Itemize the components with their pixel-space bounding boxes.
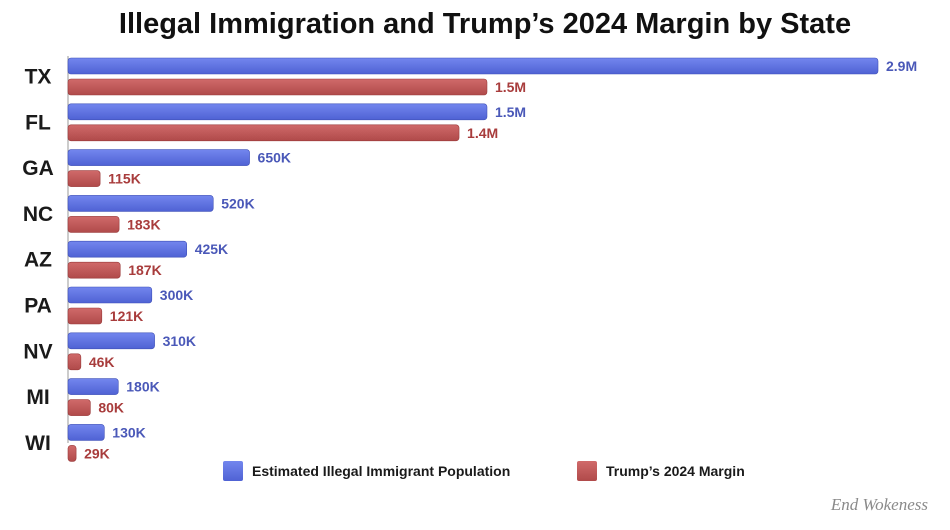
value-label-immigrant-ga: 650K bbox=[258, 150, 291, 166]
value-label-immigrant-tx: 2.9M bbox=[886, 58, 917, 74]
state-label-tx: TX bbox=[25, 66, 52, 89]
legend-swatch-margin bbox=[577, 461, 597, 481]
value-label-margin-nv: 46K bbox=[89, 354, 115, 370]
value-label-margin-ga: 115K bbox=[108, 171, 141, 187]
legend-swatch-immigrant bbox=[223, 461, 243, 481]
state-label-az: AZ bbox=[24, 249, 52, 272]
watermark: End Wokeness bbox=[830, 495, 928, 514]
legend: Estimated Illegal Immigrant Population Tr… bbox=[223, 461, 745, 481]
state-label-nc: NC bbox=[23, 203, 53, 226]
state-label-wi: WI bbox=[25, 432, 51, 455]
value-label-immigrant-nv: 310K bbox=[163, 333, 196, 349]
state-label-pa: PA bbox=[24, 295, 52, 318]
state-label-mi: MI bbox=[26, 386, 49, 409]
bar-margin-az bbox=[67, 261, 121, 279]
bar-margin-wi bbox=[67, 445, 77, 462]
bars-group: TX 2.9M 1.5M FL 1.5M 1.4M GA 650K 115K NC 520K 183K… bbox=[22, 57, 917, 462]
bar-margin-pa bbox=[67, 307, 103, 325]
value-label-margin-fl: 1.4M bbox=[467, 125, 498, 141]
chart-title: Illegal Immigration and Trump’s 2024 Mar… bbox=[119, 8, 851, 40]
bar-margin-fl bbox=[67, 124, 460, 142]
bar-margin-nc bbox=[67, 216, 120, 233]
state-label-nv: NV bbox=[23, 340, 52, 363]
bar-immigrant-pa bbox=[67, 286, 153, 304]
bar-immigrant-fl bbox=[67, 103, 488, 121]
value-label-immigrant-fl: 1.5M bbox=[495, 104, 526, 120]
legend-label-immigrant: Estimated Illegal Immigrant Population bbox=[252, 463, 510, 479]
bar-margin-mi bbox=[67, 399, 91, 416]
value-label-margin-pa: 121K bbox=[110, 308, 143, 324]
value-label-margin-mi: 80K bbox=[98, 400, 124, 416]
legend-label-margin: Trump’s 2024 Margin bbox=[606, 463, 745, 479]
bar-immigrant-tx bbox=[67, 57, 879, 75]
bar-immigrant-mi bbox=[67, 378, 119, 395]
value-label-immigrant-pa: 300K bbox=[160, 287, 193, 303]
bar-margin-ga bbox=[67, 170, 101, 187]
bar-immigrant-nv bbox=[67, 332, 155, 350]
value-label-immigrant-wi: 130K bbox=[112, 424, 145, 440]
bar-immigrant-ga bbox=[67, 149, 250, 166]
bar-margin-tx bbox=[67, 78, 488, 96]
value-label-immigrant-mi: 180K bbox=[126, 379, 159, 395]
bar-immigrant-wi bbox=[67, 424, 105, 441]
value-label-margin-nc: 183K bbox=[127, 216, 160, 232]
bar-immigrant-az bbox=[67, 240, 188, 258]
value-label-margin-tx: 1.5M bbox=[495, 79, 526, 95]
bar-margin-nv bbox=[67, 353, 82, 371]
state-label-fl: FL bbox=[25, 111, 51, 134]
value-label-immigrant-az: 425K bbox=[195, 241, 228, 257]
bar-immigrant-nc bbox=[67, 195, 214, 212]
value-label-margin-wi: 29K bbox=[84, 445, 110, 461]
value-label-immigrant-nc: 520K bbox=[221, 195, 254, 211]
state-label-ga: GA bbox=[22, 157, 54, 180]
value-label-margin-az: 187K bbox=[128, 262, 161, 278]
